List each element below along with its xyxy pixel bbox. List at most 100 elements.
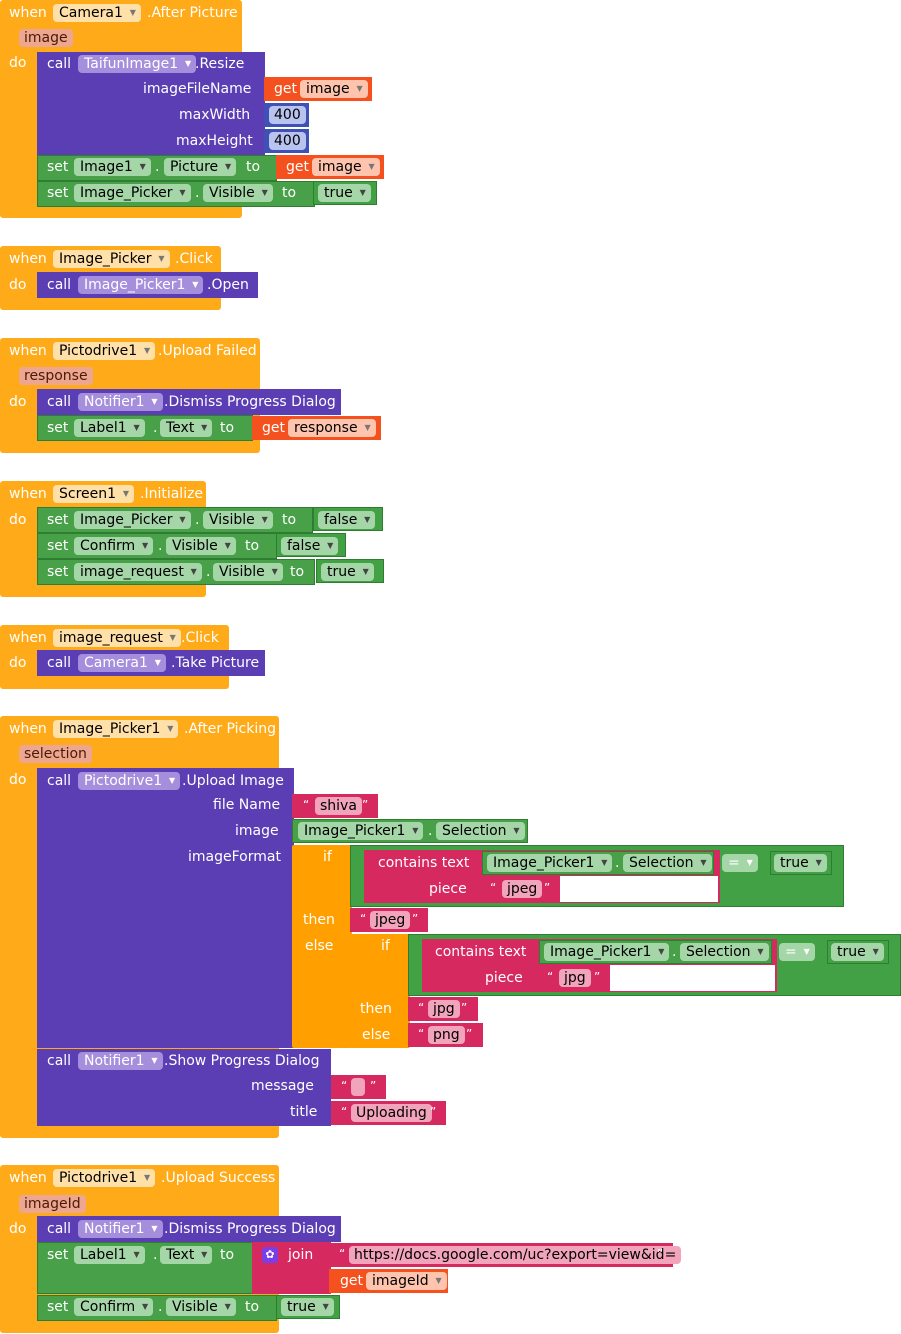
call-upload-image-block[interactable] (37, 768, 294, 1048)
component-dropdown[interactable]: Screen1 (53, 485, 135, 503)
property-dropdown[interactable]: Visible (203, 184, 273, 202)
component-dropdown[interactable]: Label1 (74, 419, 145, 437)
quote-open: “ (341, 1105, 348, 1119)
property-dropdown[interactable]: Visible (166, 1298, 236, 1316)
text-value[interactable]: png (428, 1026, 465, 1044)
arg-label: maxHeight (176, 133, 253, 149)
operator-dropdown[interactable]: = (722, 854, 758, 872)
set-block[interactable] (37, 415, 253, 441)
property-dropdown[interactable]: Text (160, 1246, 213, 1264)
dot: . (195, 512, 200, 528)
property-dropdown[interactable]: Selection (436, 822, 525, 840)
do-label: do (9, 772, 27, 788)
component-dropdown[interactable]: Confirm (74, 537, 154, 555)
component-dropdown[interactable]: Pictodrive1 (53, 1169, 156, 1187)
variable-dropdown[interactable]: image (300, 80, 368, 98)
param-selection[interactable]: selection (19, 745, 92, 763)
variable-dropdown[interactable]: imageId (366, 1272, 447, 1290)
text-value[interactable]: jpeg (370, 911, 411, 929)
property-dropdown[interactable]: Visible (213, 563, 283, 581)
component-dropdown[interactable]: Image_Picker (53, 250, 170, 268)
component-dropdown[interactable]: Notifier1 (78, 1220, 163, 1238)
quote-open: “ (341, 1079, 348, 1093)
component-dropdown[interactable]: TaifunImage1 (78, 55, 197, 73)
boolean-dropdown[interactable]: true (318, 184, 371, 202)
method-name: .Dismiss Progress Dialog (164, 1221, 336, 1237)
gear-icon[interactable]: ✿ (262, 1247, 278, 1263)
param-imageid[interactable]: imageId (19, 1195, 86, 1213)
component-dropdown[interactable]: Image_Picker1 (298, 822, 424, 840)
set-block[interactable] (37, 533, 277, 559)
event-name: .Click (181, 630, 219, 646)
text-value[interactable]: jpg (559, 969, 591, 987)
variable-dropdown[interactable]: response (288, 419, 376, 437)
boolean-dropdown[interactable]: true (321, 563, 374, 581)
dot: . (158, 538, 163, 554)
do-label: do (9, 394, 27, 410)
when-label: when (9, 1170, 47, 1186)
component-dropdown[interactable]: Pictodrive1 (78, 772, 181, 790)
param-response[interactable]: response (19, 367, 93, 385)
dot: . (206, 564, 211, 580)
quote-close: ” (370, 1079, 377, 1093)
component-dropdown[interactable]: Image_Picker (74, 184, 191, 202)
set-block[interactable] (37, 1242, 253, 1294)
nested-if-else-block[interactable] (350, 934, 410, 1048)
text-value-empty[interactable] (351, 1078, 365, 1096)
boolean-dropdown[interactable]: false (281, 537, 339, 555)
set-block[interactable] (37, 1295, 277, 1321)
if-else-block[interactable] (292, 845, 352, 1048)
component-dropdown[interactable]: Image_Picker1 (487, 854, 613, 872)
operator-dropdown[interactable]: = (779, 943, 815, 961)
dot: . (615, 855, 620, 871)
boolean-dropdown[interactable]: false (318, 511, 376, 529)
number-value[interactable]: 400 (269, 132, 306, 150)
component-dropdown[interactable]: Image_Picker1 (78, 276, 204, 294)
property-dropdown[interactable]: Selection (623, 854, 712, 872)
quote-close: ” (461, 1001, 468, 1015)
get-label: get (274, 81, 297, 97)
component-dropdown[interactable]: image_request (53, 629, 181, 647)
component-dropdown[interactable]: image_request (74, 563, 202, 581)
empty-slot (560, 876, 718, 902)
param-image[interactable]: image (19, 29, 73, 47)
then-label: then (303, 912, 335, 928)
text-value[interactable]: jpeg (502, 880, 543, 898)
component-dropdown[interactable]: Pictodrive1 (53, 342, 156, 360)
property-dropdown[interactable]: Picture (164, 158, 237, 176)
boolean-dropdown[interactable]: true (281, 1298, 334, 1316)
component-dropdown[interactable]: Confirm (74, 1298, 154, 1316)
component-dropdown[interactable]: Label1 (74, 1246, 145, 1264)
property-dropdown[interactable]: Selection (680, 943, 769, 961)
event-name: .Upload Success (161, 1170, 276, 1186)
property-dropdown[interactable]: Visible (203, 511, 273, 529)
when-label: when (9, 630, 47, 646)
quote-open: “ (339, 1247, 346, 1261)
boolean-dropdown[interactable]: true (831, 943, 884, 961)
component-dropdown[interactable]: Image1 (74, 158, 151, 176)
set-label: set (47, 1299, 69, 1315)
text-value[interactable]: jpg (428, 1000, 460, 1018)
do-label: do (9, 512, 27, 528)
set-label: set (47, 185, 69, 201)
component-dropdown[interactable]: Notifier1 (78, 393, 163, 411)
if-label: if (381, 938, 390, 954)
number-value[interactable]: 400 (269, 106, 306, 124)
property-dropdown[interactable]: Text (160, 419, 213, 437)
piece-label: piece (429, 881, 467, 897)
quote-close: ” (544, 881, 551, 895)
text-value[interactable]: https://docs.google.com/uc?export=view&i… (349, 1246, 682, 1264)
text-value[interactable]: Uploading (351, 1104, 432, 1122)
component-dropdown[interactable]: Image_Picker1 (544, 943, 670, 961)
component-dropdown[interactable]: Image_Picker1 (53, 720, 179, 738)
text-value[interactable]: shiva (315, 797, 362, 815)
event-name: .Initialize (140, 486, 204, 502)
component-dropdown[interactable]: Image_Picker (74, 511, 191, 529)
set-label: set (47, 159, 69, 175)
variable-dropdown[interactable]: image (312, 158, 380, 176)
property-dropdown[interactable]: Visible (166, 537, 236, 555)
component-dropdown[interactable]: Camera1 (78, 654, 166, 672)
component-dropdown[interactable]: Notifier1 (78, 1052, 163, 1070)
component-dropdown[interactable]: Camera1 (53, 4, 141, 22)
boolean-dropdown[interactable]: true (774, 854, 827, 872)
